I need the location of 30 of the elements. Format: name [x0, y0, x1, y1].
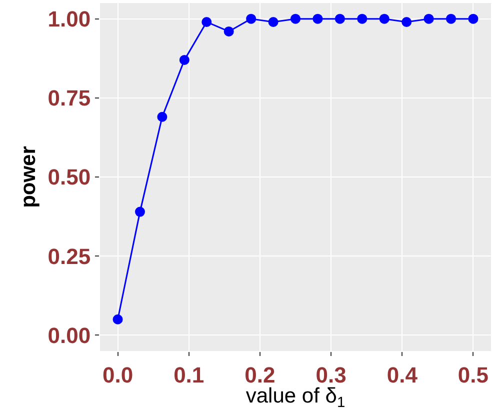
point	[268, 16, 278, 27]
point	[112, 314, 123, 324]
point	[424, 14, 434, 24]
point	[446, 14, 456, 24]
point	[312, 14, 323, 24]
point	[357, 14, 368, 24]
x-tick-label: 0.1	[174, 362, 204, 388]
y-axis-title: power	[16, 146, 40, 208]
point	[379, 14, 390, 24]
x-axis-title: value of δ$_{1}$	[246, 384, 346, 411]
y-tick-label: 0.25	[48, 244, 91, 269]
point	[224, 26, 234, 36]
y-tick-label: 0.75	[48, 86, 91, 111]
x-tick-label: 0.3	[316, 362, 346, 388]
point	[246, 14, 256, 24]
point	[334, 14, 345, 24]
x-tick-label: 0.2	[244, 362, 276, 388]
point	[202, 16, 212, 27]
y-tick-label: 0.00	[48, 322, 91, 348]
point	[157, 112, 168, 122]
x-tick-label: 0.5	[458, 362, 489, 388]
point	[290, 14, 300, 24]
point	[179, 54, 190, 65]
point	[468, 14, 478, 24]
point	[402, 16, 412, 27]
y-tick-label: 1.00	[48, 6, 91, 32]
x-tick-label: 0.0	[102, 362, 134, 388]
x-tick-label: 0.4	[386, 362, 418, 388]
point	[134, 206, 145, 217]
y-tick-label: 0.50	[48, 164, 91, 190]
